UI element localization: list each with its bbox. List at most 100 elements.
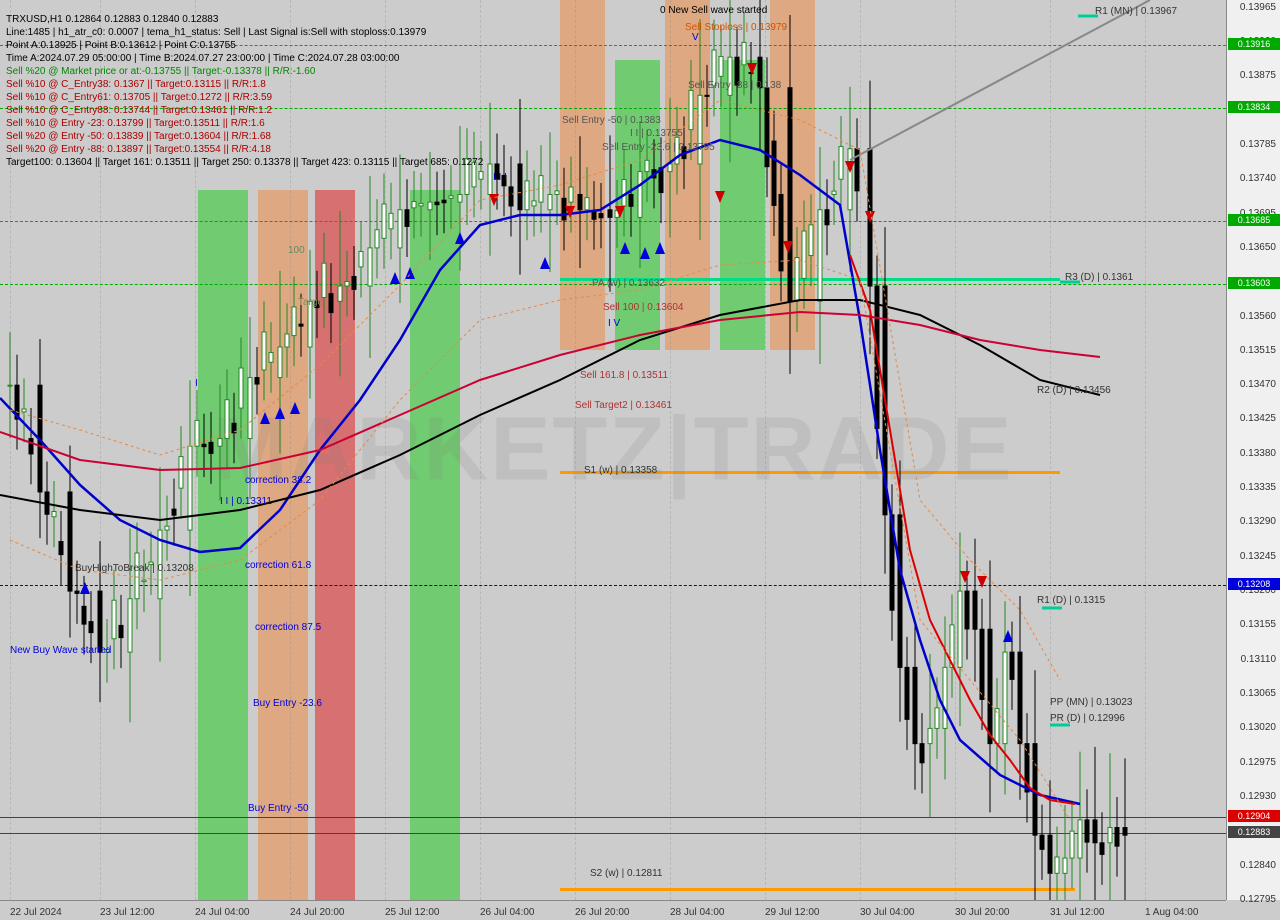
chart-annotation: S1 (w) | 0.13358: [584, 465, 657, 476]
x-tick: 30 Jul 20:00: [955, 907, 1010, 918]
chart-annotation: correction 38.2: [245, 475, 311, 486]
chart-annotation: I V: [608, 318, 620, 329]
y-tick: 0.13965: [1240, 2, 1276, 13]
info-line: Time A:2024.07.29 05:00:00 | Time B:2024…: [6, 53, 399, 64]
info-line: Sell %10 @ C_Entry61: 0.13705 || Target:…: [6, 92, 272, 103]
chart-annotation: Sell Target2 | 0.13461: [575, 400, 672, 411]
y-tick: 0.12795: [1240, 894, 1276, 905]
chart-annotation: Sell Entry -88 | 0.138: [688, 80, 781, 91]
wave-status-label: 0 New Sell wave started: [660, 5, 767, 16]
gridline-vertical: [860, 0, 861, 900]
info-line: Line:1485 | h1_atr_c0: 0.0007 | tema_h1_…: [6, 27, 426, 38]
chart-annotation: I I I: [493, 172, 507, 183]
gridline-vertical: [480, 0, 481, 900]
level-line: [560, 888, 1075, 891]
info-line: Sell %10 @ C_Entry38: 0.1367 || Target:0…: [6, 79, 266, 90]
info-line: Point A:0.13925 | Point B:0.13612 | Poin…: [6, 40, 236, 51]
info-line: Sell %10 @ C_Entry88: 0.13744 || Target:…: [6, 105, 272, 116]
arrow-down-icon: [489, 194, 499, 206]
y-price-marker: 0.13603: [1228, 277, 1280, 289]
x-tick: 24 Jul 04:00: [195, 907, 250, 918]
y-tick: 0.13335: [1240, 482, 1276, 493]
y-axis: 0.139650.139200.138750.138300.137850.137…: [1226, 0, 1280, 900]
x-axis: 22 Jul 202423 Jul 12:0024 Jul 04:0024 Ju…: [0, 900, 1226, 920]
y-tick: 0.13020: [1240, 722, 1276, 733]
signal-zone-rect: [410, 190, 460, 900]
gridline-vertical: [955, 0, 956, 900]
chart-annotation: 100: [288, 245, 305, 256]
gridline-vertical: [765, 0, 766, 900]
ma-red: [0, 312, 1100, 470]
chart-annotation: Buy Entry -50: [248, 803, 309, 814]
arrow-up-icon: [1003, 630, 1013, 642]
chart-annotation: Sell Entry -50 | 0.1383: [562, 115, 661, 126]
y-tick: 0.12840: [1240, 860, 1276, 871]
info-line: Sell %20 @ Entry -88: 0.13897 || Target:…: [6, 144, 271, 155]
y-tick: 0.13380: [1240, 448, 1276, 459]
y-price-marker: 0.13834: [1228, 101, 1280, 113]
x-tick: 25 Jul 12:00: [385, 907, 440, 918]
chart-container: MARKETZ|TRADE TRXUSD,H1 0.12864 0.12883 …: [0, 0, 1280, 920]
x-tick: 30 Jul 04:00: [860, 907, 915, 918]
signal-zone-rect: [720, 60, 765, 350]
gridline-vertical: [1050, 0, 1051, 900]
x-tick: 31 Jul 12:00: [1050, 907, 1105, 918]
arrow-up-icon: [390, 272, 400, 284]
x-tick: 29 Jul 12:00: [765, 907, 820, 918]
level-line: [0, 817, 1226, 818]
info-line: Sell %20 @ Entry -50: 0.13839 || Target:…: [6, 131, 271, 142]
chart-annotation: New Buy Wave started: [10, 645, 111, 656]
chart-annotation: Sell 161.8 | 0.13511: [580, 370, 668, 381]
chart-annotation: Sell Stoploss | 0.13979: [685, 22, 787, 33]
info-line: Target100: 0.13604 || Target 161: 0.1351…: [6, 157, 483, 168]
y-tick: 0.13785: [1240, 139, 1276, 150]
arrow-down-icon: [977, 576, 987, 588]
level-line: [0, 833, 1226, 834]
chart-annotation: Targe: [298, 297, 323, 308]
chart-annotation: R1 (D) | 0.1315: [1037, 595, 1105, 606]
trailing-red: [850, 255, 1075, 804]
y-tick: 0.13740: [1240, 173, 1276, 184]
gridline-vertical: [385, 0, 386, 900]
y-price-marker: 0.13916: [1228, 38, 1280, 50]
chart-annotation: PP (MN) | 0.13023: [1050, 697, 1132, 708]
y-tick: 0.13155: [1240, 619, 1276, 630]
chart-annotation: PA (w) | 0.13632: [592, 278, 665, 289]
level-line: [0, 585, 1226, 586]
gridline-vertical: [575, 0, 576, 900]
x-tick: 28 Jul 04:00: [670, 907, 725, 918]
arrow-down-icon: [845, 161, 855, 173]
chart-area[interactable]: MARKETZ|TRADE TRXUSD,H1 0.12864 0.12883 …: [0, 0, 1226, 900]
chart-annotation: R3 (D) | 0.1361: [1065, 272, 1133, 283]
signal-zone-rect: [560, 0, 605, 350]
chart-annotation: V: [692, 32, 699, 43]
level-line: [0, 221, 1226, 222]
info-line: Sell %10 @ Entry -23: 0.13799 || Target:…: [6, 118, 265, 129]
chart-annotation: S2 (w) | 0.12811: [590, 868, 662, 879]
x-tick: 23 Jul 12:00: [100, 907, 155, 918]
chart-annotation: Sell 100 | 0.13604: [603, 302, 683, 313]
chart-annotation: Sell Entry -23.6 | 0.13795: [602, 142, 715, 153]
x-tick: 26 Jul 04:00: [480, 907, 535, 918]
y-tick: 0.13560: [1240, 311, 1276, 322]
chart-annotation: I: [195, 378, 198, 389]
chart-annotation: correction 87.5: [255, 622, 321, 633]
chart-annotation: I I | 0.13311: [220, 496, 272, 507]
y-tick: 0.13425: [1240, 413, 1276, 424]
y-price-marker: 0.13208: [1228, 578, 1280, 590]
y-tick: 0.13290: [1240, 516, 1276, 527]
ma-black: [0, 300, 1100, 520]
y-tick: 0.13515: [1240, 345, 1276, 356]
chart-annotation: I I | 0.13755: [630, 128, 683, 139]
y-tick: 0.12975: [1240, 757, 1276, 768]
x-tick: 1 Aug 04:00: [1145, 907, 1198, 918]
y-price-marker: 0.12904: [1228, 810, 1280, 822]
info-line: Sell %20 @ Market price or at:-0.13755 |…: [6, 66, 315, 77]
y-tick: 0.13650: [1240, 242, 1276, 253]
signal-zone-rect: [770, 0, 815, 350]
info-line: TRXUSD,H1 0.12864 0.12883 0.12840 0.1288…: [6, 14, 218, 25]
chart-annotation: correction 61.8: [245, 560, 311, 571]
arrow-up-icon: [80, 582, 90, 594]
gridline-vertical: [290, 0, 291, 900]
y-tick: 0.13875: [1240, 70, 1276, 81]
